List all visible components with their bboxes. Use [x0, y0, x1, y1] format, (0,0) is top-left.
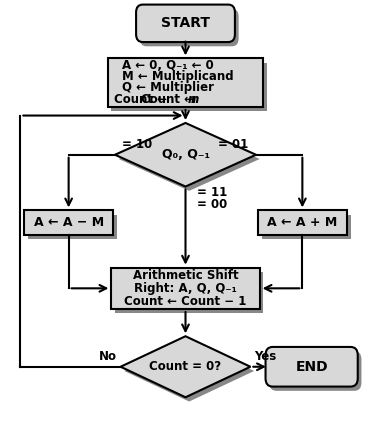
- Text: = 00: = 00: [197, 198, 227, 211]
- FancyBboxPatch shape: [111, 268, 260, 309]
- Text: A ← A − M: A ← A − M: [33, 216, 104, 229]
- FancyBboxPatch shape: [108, 58, 263, 107]
- FancyBboxPatch shape: [262, 215, 351, 239]
- Text: = 11: = 11: [197, 187, 227, 199]
- Text: Q₀, Q₋₁: Q₀, Q₋₁: [161, 148, 210, 161]
- FancyBboxPatch shape: [115, 272, 263, 313]
- Text: START: START: [161, 16, 210, 31]
- Text: Arithmetic Shift: Arithmetic Shift: [133, 269, 238, 282]
- FancyBboxPatch shape: [266, 347, 358, 387]
- FancyBboxPatch shape: [24, 210, 113, 235]
- FancyBboxPatch shape: [269, 351, 361, 391]
- Text: Count ← Count − 1: Count ← Count − 1: [124, 295, 247, 307]
- Text: Count ←: Count ←: [141, 92, 198, 106]
- Polygon shape: [124, 340, 254, 402]
- Text: = 10: = 10: [122, 138, 153, 151]
- Text: Right: A, Q, Q₋₁: Right: A, Q, Q₋₁: [134, 282, 237, 295]
- Text: A ← 0, Q₋₁ ← 0: A ← 0, Q₋₁ ← 0: [122, 59, 214, 73]
- Text: A ← A + M: A ← A + M: [267, 216, 338, 229]
- Polygon shape: [119, 127, 260, 191]
- FancyBboxPatch shape: [111, 62, 267, 111]
- Polygon shape: [121, 336, 250, 397]
- Text: Q ← Multiplier: Q ← Multiplier: [122, 81, 214, 95]
- Text: Count ←: Count ←: [114, 92, 171, 106]
- FancyBboxPatch shape: [258, 210, 347, 235]
- Polygon shape: [115, 123, 256, 187]
- FancyBboxPatch shape: [136, 5, 235, 42]
- Text: n: n: [187, 92, 196, 106]
- FancyBboxPatch shape: [140, 9, 239, 46]
- Text: M ← Multiplicand: M ← Multiplicand: [122, 70, 234, 84]
- Text: Yes: Yes: [254, 350, 276, 363]
- Text: END: END: [295, 360, 328, 374]
- Text: n: n: [191, 92, 199, 106]
- Text: = 01: = 01: [218, 138, 249, 151]
- Text: Count = 0?: Count = 0?: [150, 360, 221, 373]
- Text: No: No: [99, 350, 117, 363]
- FancyBboxPatch shape: [28, 215, 117, 239]
